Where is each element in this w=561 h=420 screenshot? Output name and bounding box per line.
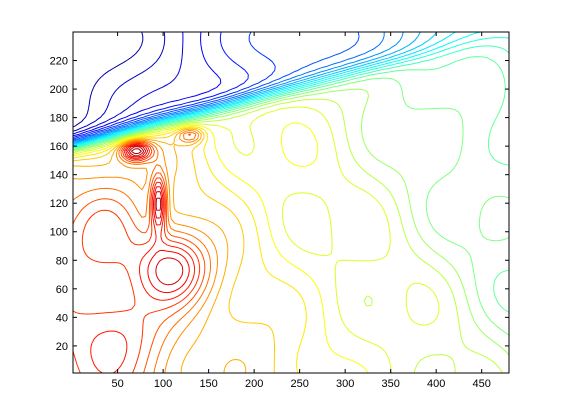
x-tick-label: 400: [427, 378, 445, 390]
contour-level-6: [72, 31, 276, 140]
contour-level-11: [72, 31, 438, 145]
y-tick-label: 140: [50, 170, 68, 182]
plot-area: [72, 31, 510, 374]
y-tick-label: 200: [50, 84, 68, 96]
contour-level-8: [72, 31, 385, 142]
x-tick-label: 50: [111, 378, 123, 390]
contour-level-15: [72, 45, 510, 149]
contour-level-26: [72, 131, 212, 374]
contour-level-21: [72, 122, 369, 374]
contour-level-23: [72, 127, 275, 373]
contour-level-25: [72, 130, 218, 374]
contour-level-18: [72, 88, 510, 356]
x-tick-label: 200: [245, 378, 263, 390]
y-axis: 20 40 60 80 100 120 140 160 180 200 220: [50, 56, 509, 353]
y-tick-label: 120: [50, 198, 68, 210]
contour-level-19: [72, 98, 503, 374]
y-tick-label: 220: [50, 56, 68, 68]
y-tick-label: 180: [50, 113, 68, 125]
contour-level-33: [131, 148, 142, 155]
y-tick-label: 100: [50, 227, 68, 239]
contour-level-12: [72, 31, 456, 146]
contour-lines: [72, 31, 510, 374]
y-tick-label: 60: [56, 284, 68, 296]
x-tick-label: 250: [290, 378, 308, 390]
contour-level-2: [72, 31, 166, 132]
contour-level-7: [72, 31, 360, 141]
contour-level-24: [73, 128, 247, 374]
x-tick-label: 450: [473, 378, 491, 390]
y-tick-label: 20: [56, 341, 68, 353]
contour-level-32: [128, 146, 162, 211]
x-tick-label: 300: [336, 378, 354, 390]
contour-level-30: [125, 144, 190, 294]
contour-level-9: [72, 31, 404, 143]
x-tick-label: 150: [199, 378, 217, 390]
contour-level-16: [72, 56, 510, 313]
y-tick-label: 160: [50, 141, 68, 153]
axes-frame: [72, 31, 510, 374]
contour-level-31: [126, 145, 184, 286]
contour-level-10: [72, 31, 421, 144]
contour-level-4: [72, 31, 222, 137]
y-tick-label: 40: [56, 312, 68, 324]
contour-level-20: [72, 106, 440, 374]
contour-level-28: [72, 142, 201, 374]
contour-level-29: [90, 143, 196, 374]
x-tick-label: 350: [381, 378, 399, 390]
y-tick-label: 80: [56, 255, 68, 267]
contour-level-5: [72, 31, 249, 138]
x-tick-label: 100: [154, 378, 172, 390]
contour-level-3: [72, 31, 184, 135]
contour-level-27: [72, 133, 206, 374]
x-axis: 50 100 150 200 250 300 350 400 450: [111, 32, 491, 390]
contour-level-22: [72, 126, 307, 374]
contour-level-1: [72, 31, 144, 128]
